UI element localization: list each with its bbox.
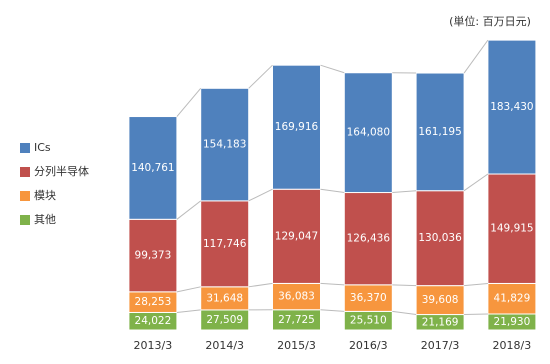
data-label: 25,510 [350, 315, 387, 327]
legend-label: 其他 [34, 213, 56, 226]
bar-segment [343, 192, 393, 286]
bar-segment [272, 188, 321, 284]
data-label: 129,047 [275, 230, 318, 242]
data-label: 117,746 [203, 238, 247, 250]
legend-label: 模块 [34, 189, 56, 202]
data-label: 126,436 [347, 233, 391, 245]
data-label: 161,195 [418, 126, 461, 138]
x-tick-label: 2017/3 [421, 339, 460, 352]
legend-swatch [20, 191, 30, 201]
bar-segment [415, 72, 465, 192]
x-tick-label: 2018/3 [493, 339, 532, 352]
connector [320, 188, 345, 194]
connector [392, 284, 417, 287]
data-label: 164,080 [347, 127, 390, 139]
connector [463, 39, 489, 74]
connector [392, 310, 417, 316]
x-tick-label: 2013/3 [134, 339, 173, 352]
bar-segment [200, 200, 250, 288]
legend-swatch [20, 215, 30, 225]
data-label: 99,373 [135, 250, 172, 262]
legend-swatch [20, 167, 30, 177]
bar-segment [487, 173, 537, 284]
connector [248, 282, 273, 288]
x-tick-label: 2016/3 [349, 339, 388, 352]
connector [320, 64, 345, 74]
data-label: 27,725 [278, 314, 315, 326]
bar-segment [272, 282, 321, 311]
connector [320, 282, 345, 286]
connector [176, 200, 202, 220]
legend-label: ICs [34, 141, 51, 154]
data-label: 36,370 [350, 292, 387, 304]
connector [176, 309, 201, 313]
bar-segment [272, 64, 321, 190]
data-label: 28,253 [135, 296, 172, 308]
unit-note: (単位: 百万日元) [449, 14, 531, 28]
data-label: 140,761 [131, 162, 174, 174]
data-label: 21,169 [422, 316, 459, 328]
connector [392, 190, 417, 194]
bar-segment [200, 87, 250, 202]
bar-segment [128, 116, 178, 220]
connector [176, 286, 201, 293]
x-tick-label: 2014/3 [205, 339, 244, 352]
legend-label: 分列半导体 [34, 164, 89, 178]
connector [464, 313, 488, 316]
legend-swatch [20, 143, 30, 153]
data-label: 154,183 [203, 139, 246, 151]
bar-segment [487, 39, 537, 175]
bar-segment [415, 190, 465, 287]
connector [464, 282, 488, 287]
data-label: 149,915 [490, 223, 533, 235]
bar-segment [343, 72, 393, 194]
data-label: 36,083 [278, 291, 315, 303]
connector [463, 173, 489, 192]
connector [248, 64, 273, 89]
data-label: 39,608 [422, 294, 459, 306]
data-label: 27,509 [206, 314, 243, 326]
bar-segment [343, 284, 393, 312]
data-label: 21,930 [494, 316, 531, 328]
connector [248, 188, 273, 202]
data-label: 130,036 [418, 232, 462, 244]
data-label: 31,648 [206, 292, 243, 304]
connector [320, 309, 345, 312]
data-label: 24,022 [135, 315, 172, 327]
data-label: 169,916 [275, 121, 319, 133]
data-label: 183,430 [490, 101, 533, 113]
connector [176, 87, 202, 117]
data-label: 41,829 [494, 293, 531, 305]
x-tick-label: 2015/3 [277, 339, 316, 352]
